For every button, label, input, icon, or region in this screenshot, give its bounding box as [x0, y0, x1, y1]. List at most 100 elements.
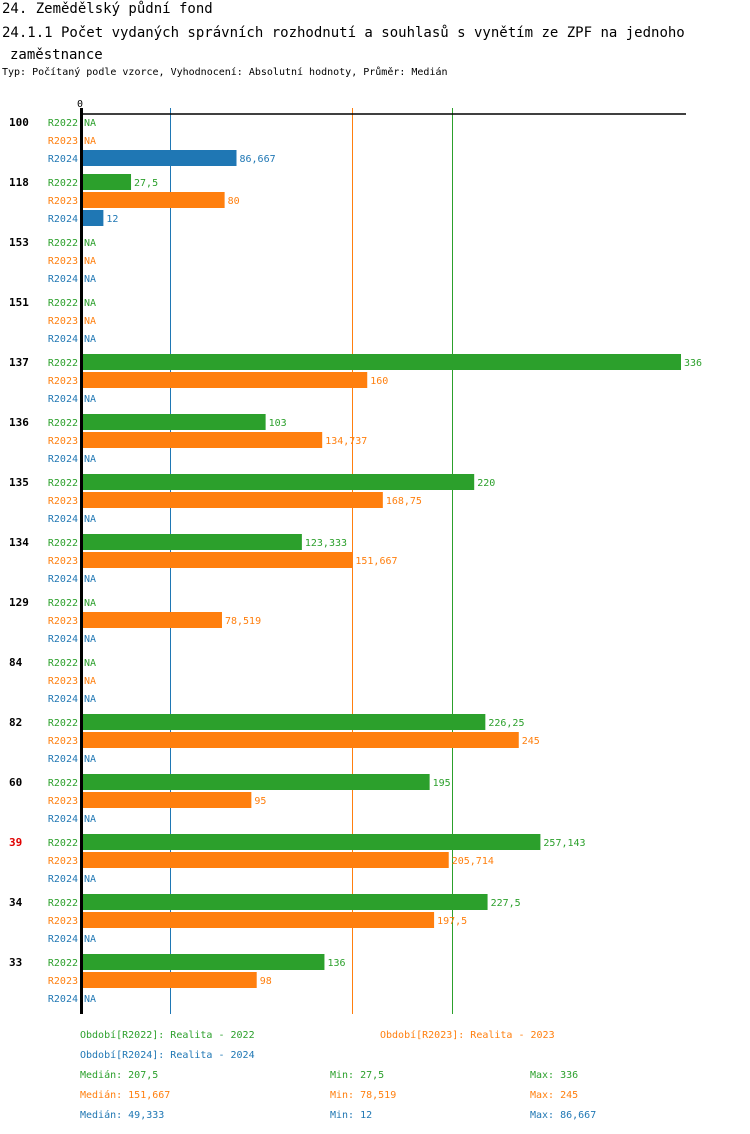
value-label: 98	[260, 976, 272, 987]
stat-median-r2024: Medián: 49,333	[80, 1110, 165, 1121]
series-label-r2024: R2024	[48, 334, 78, 345]
bar-r2023-135	[82, 492, 383, 508]
bar-r2023-33	[82, 972, 257, 988]
value-label: 226,25	[488, 718, 524, 729]
value-label: NA	[84, 658, 96, 669]
series-label-r2024: R2024	[48, 574, 78, 585]
value-label: NA	[84, 238, 96, 249]
category-label: 33	[9, 956, 22, 969]
chart-title-line2: zaměstnance	[10, 47, 103, 63]
series-label-r2024: R2024	[48, 694, 78, 705]
bar-r2022-137	[82, 354, 681, 370]
series-label-r2024: R2024	[48, 214, 78, 225]
value-label: 227,5	[491, 898, 521, 909]
chart-subtitle: Typ: Počítaný podle vzorce, Vyhodnocení:…	[2, 67, 448, 78]
bar-r2023-118	[82, 192, 225, 208]
stat-min-r2023: Min: 78,519	[330, 1090, 397, 1101]
series-label-r2024: R2024	[48, 874, 78, 885]
bar-r2022-39	[82, 834, 541, 850]
bar-r2022-34	[82, 894, 488, 910]
category-label: 82	[9, 716, 22, 729]
value-label: 80	[228, 196, 240, 207]
value-label: 195	[433, 778, 451, 789]
bar-r2023-137	[82, 372, 368, 388]
series-label-r2024: R2024	[48, 994, 78, 1005]
stat-max-r2024: Max: 86,667	[530, 1110, 597, 1121]
series-label-r2022: R2022	[48, 238, 78, 249]
value-label: NA	[84, 574, 96, 585]
value-label: NA	[84, 274, 96, 285]
chart-title: 24.1.1 Počet vydaných správních rozhodnu…	[2, 22, 742, 66]
bar-r2022-134	[82, 534, 302, 550]
category-label: 151	[9, 296, 29, 309]
series-label-r2022: R2022	[48, 538, 78, 549]
series-label-r2022: R2022	[48, 898, 78, 909]
value-label: NA	[84, 454, 96, 465]
category-label: 137	[9, 356, 29, 369]
value-label: 27,5	[134, 178, 158, 189]
value-label: NA	[84, 334, 96, 345]
value-label: NA	[84, 316, 96, 327]
series-label-r2022: R2022	[48, 118, 78, 129]
series-label-r2024: R2024	[48, 634, 78, 645]
series-label-r2023: R2023	[48, 796, 78, 807]
series-label-r2022: R2022	[48, 958, 78, 969]
value-label: NA	[84, 634, 96, 645]
series-label-r2023: R2023	[48, 556, 78, 567]
value-label: 136	[327, 958, 345, 969]
category-label: 34	[9, 896, 23, 909]
stat-median-r2023: Medián: 151,667	[80, 1090, 171, 1101]
series-label-r2024: R2024	[48, 934, 78, 945]
series-label-r2023: R2023	[48, 136, 78, 147]
chart-title-line1: 24.1.1 Počet vydaných správních rozhodnu…	[2, 25, 685, 41]
series-label-r2022: R2022	[48, 718, 78, 729]
stat-min-r2024: Min: 12	[330, 1110, 373, 1121]
section-title: 24. Zemědělský půdní fond	[2, 1, 213, 17]
bar-r2023-136	[82, 432, 323, 448]
bars	[82, 150, 681, 988]
series-label-r2022: R2022	[48, 358, 78, 369]
value-label: 86,667	[240, 154, 276, 165]
category-label: 135	[9, 476, 29, 489]
value-label: NA	[84, 694, 96, 705]
value-label: NA	[84, 934, 96, 945]
bar-r2022-136	[82, 414, 266, 430]
series-label-r2023: R2023	[48, 736, 78, 747]
series-label-r2024: R2024	[48, 274, 78, 285]
series-label-r2024: R2024	[48, 454, 78, 465]
bar-r2023-82	[82, 732, 519, 748]
value-label: NA	[84, 118, 96, 129]
series-label-r2024: R2024	[48, 814, 78, 825]
value-label: 134,737	[325, 436, 367, 447]
bar-r2023-39	[82, 852, 449, 868]
bar-r2023-60	[82, 792, 252, 808]
category-label: 100	[9, 116, 29, 129]
value-label: 245	[522, 736, 540, 747]
bar-r2022-135	[82, 474, 475, 490]
series-label-r2022: R2022	[48, 598, 78, 609]
series-label-r2023: R2023	[48, 916, 78, 927]
stat-max-r2022: Max: 336	[530, 1070, 579, 1081]
value-label: 197,5	[437, 916, 467, 927]
series-label-r2023: R2023	[48, 496, 78, 507]
value-label: NA	[84, 256, 96, 267]
value-label: NA	[84, 814, 96, 825]
stat-min-r2022: Min: 27,5	[330, 1070, 385, 1081]
value-label: 220	[477, 478, 495, 489]
value-label: NA	[84, 514, 96, 525]
series-label-r2023: R2023	[48, 976, 78, 987]
series-label-r2023: R2023	[48, 316, 78, 327]
series-label-r2023: R2023	[48, 436, 78, 447]
stat-max-r2023: Max: 245	[530, 1090, 579, 1101]
series-label-r2022: R2022	[48, 838, 78, 849]
series-label-r2023: R2023	[48, 616, 78, 627]
value-label: NA	[84, 136, 96, 147]
category-label: 118	[9, 176, 29, 189]
series-label-r2024: R2024	[48, 754, 78, 765]
series-label-r2022: R2022	[48, 778, 78, 789]
value-label: 257,143	[543, 838, 585, 849]
value-label: 205,714	[452, 856, 494, 867]
series-label-r2024: R2024	[48, 514, 78, 525]
series-label-r2022: R2022	[48, 478, 78, 489]
